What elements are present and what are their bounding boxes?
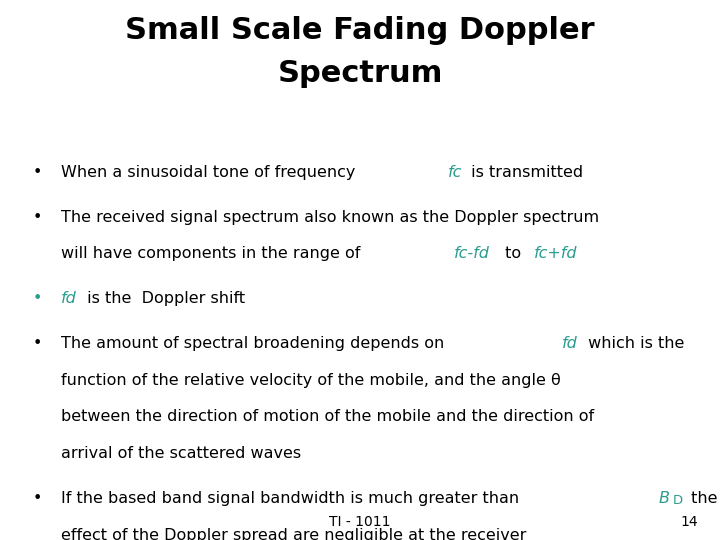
Text: fd: fd <box>562 336 578 351</box>
Text: fd: fd <box>61 291 77 306</box>
Text: If the based band signal bandwidth is much greater than: If the based band signal bandwidth is mu… <box>61 491 524 506</box>
Text: will have components in the range of: will have components in the range of <box>61 246 366 261</box>
Text: is the  Doppler shift: is the Doppler shift <box>81 291 245 306</box>
Text: arrival of the scattered waves: arrival of the scattered waves <box>61 446 302 461</box>
Text: •: • <box>32 210 42 225</box>
Text: D: D <box>673 494 683 507</box>
Text: between the direction of motion of the mobile and the direction of: between the direction of motion of the m… <box>61 409 594 424</box>
Text: fc+fd: fc+fd <box>534 246 577 261</box>
Text: Small Scale Fading Doppler: Small Scale Fading Doppler <box>125 16 595 45</box>
Text: •: • <box>32 165 42 180</box>
Text: When a sinusoidal tone of frequency: When a sinusoidal tone of frequency <box>61 165 361 180</box>
Text: to: to <box>500 246 526 261</box>
Text: TI - 1011: TI - 1011 <box>329 515 391 529</box>
Text: B: B <box>659 491 670 506</box>
Text: is transmitted: is transmitted <box>467 165 583 180</box>
Text: The received signal spectrum also known as the Doppler spectrum: The received signal spectrum also known … <box>61 210 599 225</box>
Text: The amount of spectral broadening depends on: The amount of spectral broadening depend… <box>61 336 449 351</box>
Text: 14: 14 <box>681 515 698 529</box>
Text: the: the <box>686 491 718 506</box>
Text: Spectrum: Spectrum <box>277 59 443 89</box>
Text: •: • <box>32 491 42 506</box>
Text: function of the relative velocity of the mobile, and the angle θ: function of the relative velocity of the… <box>61 373 561 388</box>
Text: fc: fc <box>448 165 462 180</box>
Text: •: • <box>32 291 42 306</box>
Text: •: • <box>32 336 42 351</box>
Text: which is the: which is the <box>582 336 684 351</box>
Text: fc-fd: fc-fd <box>454 246 490 261</box>
Text: effect of the Doppler spread are negligible at the receiver: effect of the Doppler spread are negligi… <box>61 528 526 540</box>
